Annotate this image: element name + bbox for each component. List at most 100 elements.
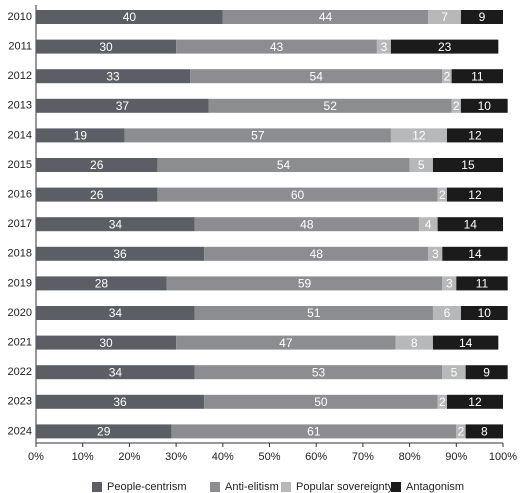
legend-swatch xyxy=(391,482,401,492)
bar-segment xyxy=(157,158,410,172)
value-label: 54 xyxy=(277,158,291,172)
bar-segment xyxy=(36,69,191,84)
bar-segment xyxy=(36,276,167,291)
x-tick-label: 80% xyxy=(399,451,421,463)
x-tick-label: 90% xyxy=(445,451,467,463)
y-tick-label: 2022 xyxy=(8,366,32,378)
value-label: 12 xyxy=(468,129,482,143)
value-label: 15 xyxy=(461,158,475,172)
bar-segment xyxy=(36,98,209,113)
value-label: 43 xyxy=(270,40,284,54)
bar-segment xyxy=(390,39,499,54)
bar-segment xyxy=(36,10,223,24)
value-label: 34 xyxy=(109,306,123,320)
value-label: 29 xyxy=(97,425,111,439)
value-label: 11 xyxy=(476,277,489,291)
legend-label: People-centrism xyxy=(107,481,186,493)
value-label: 59 xyxy=(298,277,312,291)
bar-segment xyxy=(171,424,457,439)
y-tick-label: 2013 xyxy=(8,100,32,112)
legend-label: Anti-elitism xyxy=(225,481,279,493)
bar-segment xyxy=(208,98,452,113)
y-tick-label: 2016 xyxy=(8,189,32,201)
y-tick-label: 2021 xyxy=(8,337,32,349)
bar-segment xyxy=(465,365,508,380)
value-label: 3 xyxy=(381,40,388,54)
y-tick-label: 2019 xyxy=(8,277,32,289)
bar-segment xyxy=(465,424,503,439)
value-label: 10 xyxy=(478,99,492,113)
value-label: 2 xyxy=(439,395,446,409)
bar-segment xyxy=(36,217,195,232)
value-label: 61 xyxy=(307,425,321,439)
y-tick-label: 2023 xyxy=(8,396,32,408)
bar-segment xyxy=(456,276,508,291)
value-label: 12 xyxy=(468,395,482,409)
bar-segment xyxy=(456,424,466,439)
bar-segment xyxy=(460,98,508,113)
legend-label: Popular sovereignty xyxy=(296,481,394,493)
bar-segment xyxy=(460,10,503,24)
bar-segment xyxy=(442,69,452,84)
bar-segment xyxy=(176,39,377,54)
bar-segment xyxy=(442,365,466,380)
bar-segment xyxy=(395,335,433,350)
value-label: 40 xyxy=(123,10,137,24)
bar-segment xyxy=(390,128,447,143)
y-tick-label: 2011 xyxy=(8,41,32,53)
bar-segment xyxy=(157,187,438,202)
value-label: 6 xyxy=(444,306,451,320)
bar-segment xyxy=(194,365,443,380)
bar-segment xyxy=(437,217,503,232)
value-label: 44 xyxy=(319,10,333,24)
legend-swatch xyxy=(281,482,291,492)
value-label: 48 xyxy=(300,217,314,231)
y-tick-label: 2017 xyxy=(8,218,32,230)
bar-segment xyxy=(190,69,443,84)
bar-segment xyxy=(36,128,125,143)
bar-segment xyxy=(36,306,195,320)
value-label: 7 xyxy=(441,10,448,24)
value-label: 26 xyxy=(90,158,104,172)
bar-segment xyxy=(166,276,443,291)
x-tick-label: 20% xyxy=(118,451,140,463)
value-label: 9 xyxy=(483,365,490,379)
value-label: 26 xyxy=(90,188,104,202)
bar-segment xyxy=(451,69,503,84)
bar-segment xyxy=(36,246,205,261)
y-tick-label: 2010 xyxy=(8,11,32,23)
value-label: 54 xyxy=(310,69,324,83)
bar-segment xyxy=(428,10,461,24)
bar-segment xyxy=(204,246,429,261)
value-label: 19 xyxy=(74,129,88,143)
value-label: 37 xyxy=(116,99,130,113)
value-label: 2 xyxy=(458,425,465,439)
value-label: 14 xyxy=(468,247,482,261)
value-label: 30 xyxy=(99,336,113,350)
bar-segment xyxy=(36,39,177,54)
legend-label: Antagonism xyxy=(406,481,464,493)
value-label: 10 xyxy=(478,306,492,320)
value-label: 34 xyxy=(109,217,123,231)
value-label: 33 xyxy=(106,69,120,83)
value-label: 30 xyxy=(99,40,113,54)
value-label: 12 xyxy=(468,188,482,202)
value-label: 48 xyxy=(310,247,324,261)
bar-segment xyxy=(36,187,158,202)
bar-segment xyxy=(176,335,396,350)
x-tick-label: 0% xyxy=(28,451,44,463)
value-label: 2 xyxy=(453,99,460,113)
bar-segment xyxy=(442,276,457,291)
value-label: 2 xyxy=(444,69,451,83)
value-label: 12 xyxy=(412,129,426,143)
bar-segment xyxy=(194,306,433,320)
bar-segment xyxy=(446,128,503,143)
y-tick-label: 2024 xyxy=(8,425,32,437)
bar-segment xyxy=(446,394,503,409)
bar-segment xyxy=(194,217,419,232)
value-label: 36 xyxy=(113,247,127,261)
bar-segment xyxy=(204,394,438,409)
bar-segment xyxy=(36,158,158,172)
value-label: 23 xyxy=(438,40,452,54)
value-label: 57 xyxy=(251,129,265,143)
